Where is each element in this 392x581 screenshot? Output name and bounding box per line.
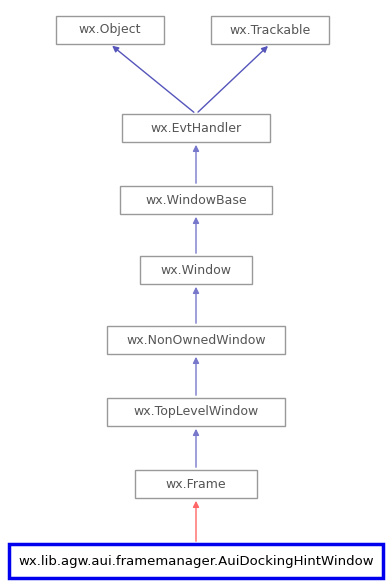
FancyBboxPatch shape: [140, 256, 252, 284]
FancyBboxPatch shape: [120, 186, 272, 214]
FancyBboxPatch shape: [107, 326, 285, 354]
Text: wx.Frame: wx.Frame: [166, 478, 226, 490]
Text: wx.lib.agw.aui.framemanager.AuiDockingHintWindow: wx.lib.agw.aui.framemanager.AuiDockingHi…: [18, 554, 374, 568]
Text: wx.WindowBase: wx.WindowBase: [145, 193, 247, 206]
Text: wx.TopLevelWindow: wx.TopLevelWindow: [133, 406, 259, 418]
Text: wx.Window: wx.Window: [160, 264, 232, 277]
FancyBboxPatch shape: [211, 16, 329, 44]
Text: wx.EvtHandler: wx.EvtHandler: [151, 121, 241, 134]
FancyBboxPatch shape: [56, 16, 164, 44]
FancyBboxPatch shape: [122, 114, 270, 142]
FancyBboxPatch shape: [135, 470, 257, 498]
Text: wx.Trackable: wx.Trackable: [229, 23, 310, 37]
Text: wx.NonOwnedWindow: wx.NonOwnedWindow: [126, 333, 266, 346]
FancyBboxPatch shape: [107, 398, 285, 426]
Text: wx.Object: wx.Object: [79, 23, 141, 37]
FancyBboxPatch shape: [9, 544, 383, 578]
